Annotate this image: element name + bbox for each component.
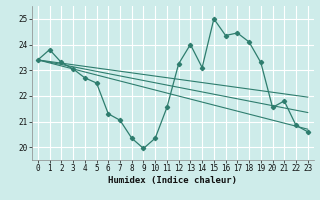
X-axis label: Humidex (Indice chaleur): Humidex (Indice chaleur) <box>108 176 237 185</box>
